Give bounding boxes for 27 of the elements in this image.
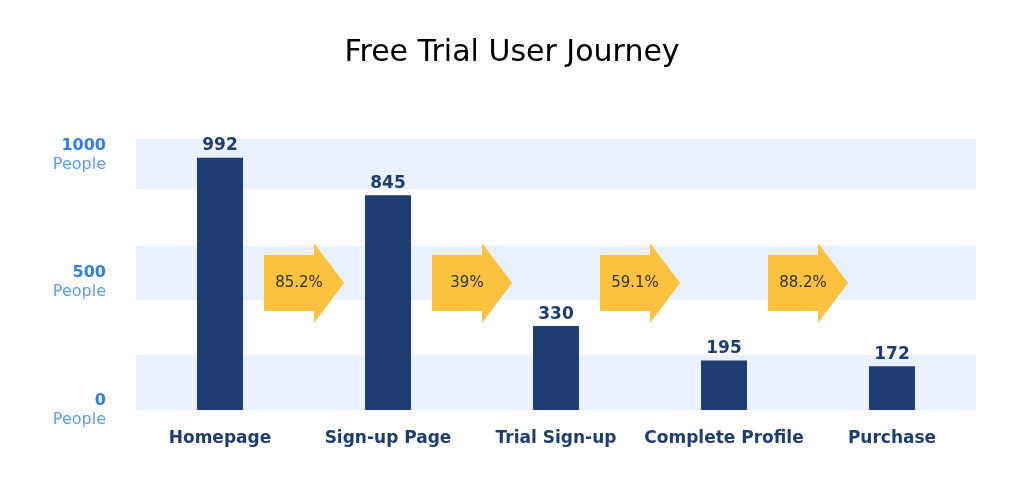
bar	[533, 326, 579, 410]
y-tick-label: 0 People	[52, 389, 106, 428]
bar	[701, 360, 747, 410]
arrow-icon: 88.2%	[768, 242, 848, 323]
data-label: 195	[706, 336, 742, 357]
bar	[869, 366, 915, 410]
x-tick-label: Trial Sign-up	[495, 426, 617, 447]
arrow-icon: 59.1%	[600, 242, 680, 323]
bar	[197, 157, 243, 410]
annotation: 85.2%	[274, 272, 324, 291]
x-tick-label: Homepage	[168, 426, 272, 447]
bar	[365, 195, 411, 410]
data-label: 330	[538, 302, 574, 323]
y-tick-label: 1000 People	[52, 135, 106, 174]
data-label: 172	[874, 342, 910, 363]
data-label: 845	[370, 171, 406, 192]
y-tick-label: 500 People	[52, 262, 106, 301]
x-tick-label: Sign-up Page	[324, 426, 452, 447]
arrow-icon: 85.2%	[264, 242, 344, 323]
chart-title: Free Trial User Journey	[344, 32, 680, 68]
annotation: 59.1%	[610, 272, 660, 291]
annotation: 88.2%	[778, 272, 828, 291]
x-tick-label: Purchase	[847, 426, 937, 447]
x-tick-label: Complete Profile	[644, 426, 804, 447]
data-label: 992	[202, 134, 238, 155]
arrow-icon: 39%	[432, 242, 512, 323]
annotation: 39%	[449, 272, 485, 291]
